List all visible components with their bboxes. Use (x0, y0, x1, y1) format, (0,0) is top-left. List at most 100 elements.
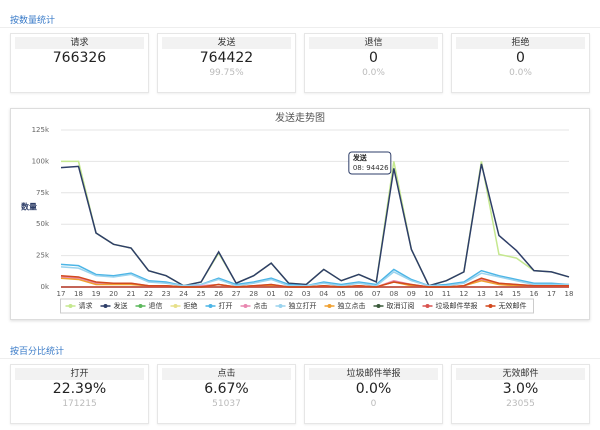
legend-label: 发送 (114, 301, 128, 310)
stat-card: 无效邮件 3.0% 23055 (451, 364, 590, 424)
y-tick-label: 125k (32, 126, 50, 134)
legend-dot (103, 304, 108, 308)
legend-box (60, 298, 534, 314)
x-tick-label: 09 (407, 290, 416, 298)
card-sub: 23055 (506, 399, 535, 409)
x-tick-label: 19 (92, 290, 101, 298)
tooltip-title: 发送 (352, 153, 368, 162)
legend-dot (488, 304, 493, 308)
x-tick-label: 05 (337, 290, 346, 298)
legend-label: 独立点击 (338, 301, 366, 310)
legend-label: 独立打开 (289, 301, 317, 310)
legend-label: 取消订阅 (387, 301, 415, 310)
card-sub: 0 (370, 399, 377, 409)
x-tick-label: 17 (547, 290, 556, 298)
stat-card: 请求 766326 (10, 33, 149, 93)
legend-label: 垃圾邮件举报 (436, 301, 478, 310)
legend-dot (208, 304, 213, 308)
x-tick-label: 03 (302, 290, 311, 298)
series-line (60, 163, 570, 287)
legend-label: 无效邮件 (499, 301, 527, 310)
stat-card: 发送 764422 99.75% (157, 33, 296, 93)
x-tick-label: 17 (57, 290, 66, 298)
card-sub: 0.0% (362, 68, 385, 78)
x-tick-label: 11 (442, 290, 451, 298)
card-label: 点击 (162, 368, 291, 380)
tooltip (348, 151, 392, 175)
legend-dot (173, 304, 178, 308)
x-tick-label: 06 (354, 290, 363, 298)
chart-title: 发送走势图 (275, 111, 325, 124)
y-tick-label: 75k (36, 189, 50, 197)
y-tick-label: 100k (32, 157, 50, 165)
card-value: 6.67% (204, 381, 249, 397)
y-tick-label: 0k (40, 283, 49, 291)
stat-card: 拒绝 0 0.0% (451, 33, 590, 93)
x-tick-label: 04 (319, 290, 328, 298)
x-tick-label: 27 (232, 290, 241, 298)
legend-dot (425, 304, 430, 308)
x-tick-label: 14 (494, 290, 503, 298)
x-tick-label: 15 (512, 290, 521, 298)
legend-dot (327, 304, 332, 308)
x-tick-label: 07 (372, 290, 381, 298)
legend-dot (243, 304, 248, 308)
x-tick-label: 18 (74, 290, 83, 298)
legend-label: 点击 (254, 301, 268, 310)
card-label: 退信 (309, 37, 438, 49)
legend-label: 请求 (79, 301, 93, 310)
divider (0, 358, 600, 359)
card-value: 764422 (199, 50, 254, 66)
legend-label: 拒绝 (184, 301, 198, 310)
x-tick-label: 13 (477, 290, 486, 298)
section-title: 按数量统计 (10, 16, 56, 26)
x-tick-label: 01 (267, 290, 276, 298)
card-value: 22.39% (52, 381, 107, 397)
legend: 请求 发送 退信 拒绝 打开 点击 独立打开 独立点击 取消订阅 垃圾邮件举报 无效邮件 (65, 301, 527, 310)
x-tick-label: 22 (144, 290, 153, 298)
x-tick-label: 21 (127, 290, 136, 298)
card-row: 打开 22.39% 171215 点击 6.67% 51037 垃圾邮件举报 0.0% 0 无效邮… (10, 364, 590, 424)
card-sub: 51037 (212, 399, 241, 409)
stat-card: 垃圾邮件举报 0.0% 0 (304, 364, 443, 424)
tooltip-text: 08: 94426 (353, 164, 389, 172)
y-tick-label: 50k (36, 220, 50, 228)
card-label: 发送 (162, 37, 291, 49)
card-sub: 0.0% (509, 68, 532, 78)
x-tick-label: 24 (179, 290, 188, 298)
divider (0, 27, 600, 28)
x-tick-label: 25 (197, 290, 206, 298)
stat-card: 打开 22.39% 171215 (10, 364, 149, 424)
y-tick-label: 25k (36, 252, 50, 260)
x-tick-label: 23 (162, 290, 171, 298)
card-value: 766326 (52, 50, 107, 66)
stat-card: 退信 0 0.0% (304, 33, 443, 93)
section-title: 按百分比统计 (10, 347, 65, 357)
x-tick-label: 16 (530, 290, 539, 298)
y-axis-label: 数量 (21, 202, 37, 212)
card-sub: 171215 (62, 399, 97, 409)
x-tick-label: 08 (389, 290, 398, 298)
chart-panel: 发送走势图数量 0k 25k 50k 75k 100k 125k 17 18 19 20 21 22 23… (10, 108, 590, 320)
card-value: 0 (369, 50, 378, 66)
card-label: 请求 (15, 37, 144, 49)
x-tick-label: 12 (459, 290, 468, 298)
card-sub: 99.75% (209, 68, 244, 78)
card-value: 3.0% (502, 381, 539, 397)
card-value: 0.0% (355, 381, 392, 397)
legend-dot (68, 304, 73, 308)
card-label: 垃圾邮件举报 (309, 368, 438, 380)
stat-card: 点击 6.67% 51037 (157, 364, 296, 424)
x-tick-label: 02 (284, 290, 293, 298)
legend-dot (376, 304, 381, 308)
x-tick-label: 10 (424, 290, 433, 298)
x-tick-label: 20 (109, 290, 118, 298)
card-label: 拒绝 (456, 37, 585, 49)
legend-label: 退信 (149, 301, 163, 310)
series-line (61, 160, 570, 287)
card-label: 打开 (15, 368, 144, 380)
card-row: 请求 766326 发送 764422 99.75% 退信 0 0.0% 拒绝 0 0.0% (10, 33, 590, 93)
x-tick-label: 18 (565, 290, 574, 298)
legend-dot (138, 304, 143, 308)
